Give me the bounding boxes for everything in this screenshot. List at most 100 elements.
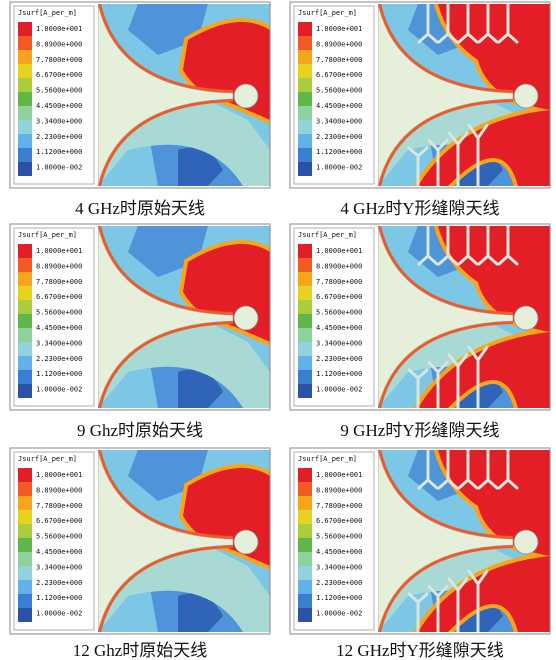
legend-label: 6.6700e+000 <box>36 71 82 79</box>
legend-label: 5.5600e+000 <box>316 533 362 541</box>
legend-label: 5.5600e+000 <box>316 309 362 317</box>
legend-swatch <box>298 552 312 566</box>
legend-title: Jsurf[A_per_m] <box>298 455 357 463</box>
field-plot <box>378 450 550 632</box>
legend-label: 8.8900e+000 <box>36 486 82 494</box>
y-slot <box>467 123 489 186</box>
legend-swatch <box>18 580 32 594</box>
legend-swatch <box>18 50 32 64</box>
legend-label: 8.8900e+000 <box>316 262 362 270</box>
antenna-cavity <box>233 83 259 109</box>
legend-swatch <box>18 342 32 356</box>
legend-swatch <box>18 148 32 162</box>
field-plot <box>98 4 270 186</box>
field-blob <box>178 593 223 632</box>
legend-title: Jsurf[A_per_m] <box>18 455 77 463</box>
caption: 9 GHz时Y形缝隙天线 <box>340 421 499 440</box>
legend-swatch <box>298 148 312 162</box>
legend-label: 2.2300e+000 <box>316 579 362 587</box>
panel: Jsurf[A_per_m] 1.0000e+001 8.8900e+000 7.78… <box>9 1 271 189</box>
antenna-gap <box>378 450 514 632</box>
legend-swatch <box>18 22 32 36</box>
field-plot <box>98 226 270 408</box>
legend-swatch <box>18 244 32 258</box>
legend-swatch <box>298 36 312 50</box>
field-red <box>418 226 550 408</box>
y-slot <box>477 450 499 490</box>
y-slot <box>457 226 479 266</box>
panel: Jsurf[A_per_m] 1.0000e+001 8.8900e+000 7.78… <box>289 447 551 635</box>
legend-label: 7.7800e+000 <box>316 502 362 510</box>
legend-swatch <box>18 510 32 524</box>
y-slot <box>497 4 519 44</box>
legend-label: 4.4500e+000 <box>36 102 82 110</box>
legend-label: 1.1200e+000 <box>36 370 82 378</box>
legend-swatch <box>18 468 32 482</box>
legend-swatch <box>298 22 312 36</box>
legend-swatch <box>18 162 32 176</box>
legend-swatch <box>298 258 312 272</box>
legend-swatch <box>298 538 312 552</box>
caption: 4 GHz时Y形缝隙天线 <box>340 199 499 218</box>
caption: 9 Ghz时原始天线 <box>77 421 203 440</box>
panel: Jsurf[A_per_m] 1.0000e+001 8.8900e+000 7.78… <box>289 1 551 189</box>
legend-label: 1.1200e+000 <box>316 148 362 156</box>
legend-label: 1.0000e-002 <box>36 610 82 618</box>
legend-label: 6.6700e+000 <box>316 293 362 301</box>
legend-swatch <box>298 482 312 496</box>
legend-label: 7.7800e+000 <box>36 56 82 64</box>
legend-swatch <box>18 384 32 398</box>
legend-label: 1.1200e+000 <box>36 148 82 156</box>
y-slot <box>497 226 519 266</box>
legend-swatch <box>298 468 312 482</box>
legend-label: 2.2300e+000 <box>316 133 362 141</box>
legend-label: 6.6700e+000 <box>36 517 82 525</box>
legend-title: Jsurf[A_per_m] <box>298 9 357 17</box>
legend-swatch <box>18 258 32 272</box>
legend-swatch <box>18 608 32 622</box>
y-slot <box>437 226 459 266</box>
panel: Jsurf[A_per_m] 1.0000e+001 8.8900e+000 7.78… <box>9 223 271 411</box>
legend-swatch <box>298 580 312 594</box>
plot-frame <box>289 447 551 635</box>
y-slot <box>457 450 479 490</box>
y-slot <box>447 577 469 632</box>
legend-label: 1.1200e+000 <box>316 594 362 602</box>
y-slot <box>417 226 439 266</box>
legend-swatch <box>298 300 312 314</box>
legend-label: 4.4500e+000 <box>36 548 82 556</box>
legend-label: 3.3400e+000 <box>316 563 362 571</box>
legend-title: Jsurf[A_per_m] <box>298 231 357 239</box>
legend-label: 7.7800e+000 <box>316 56 362 64</box>
field-red <box>418 450 550 632</box>
legend-swatch <box>298 510 312 524</box>
caption: 4 GHz时原始天线 <box>75 199 205 218</box>
legend-swatch <box>18 328 32 342</box>
legend-swatch <box>298 64 312 78</box>
legend-swatch <box>298 370 312 384</box>
legend-swatch <box>298 356 312 370</box>
plot-frame <box>9 1 271 189</box>
antenna-cavity <box>233 529 259 555</box>
legend-label: 3.3400e+000 <box>36 563 82 571</box>
legend-swatch <box>18 134 32 148</box>
legend-swatch <box>298 342 312 356</box>
legend-swatch <box>18 78 32 92</box>
legend-label: 4.4500e+000 <box>316 102 362 110</box>
legend-swatch <box>18 92 32 106</box>
legend-swatch <box>298 162 312 176</box>
legend-label: 1.0000e-002 <box>316 164 362 172</box>
legend-swatch <box>18 482 32 496</box>
y-slot <box>497 450 519 490</box>
legend-swatch <box>18 36 32 50</box>
legend-swatch <box>298 566 312 580</box>
legend-label: 2.2300e+000 <box>36 579 82 587</box>
legend-swatch <box>18 538 32 552</box>
legend-swatch <box>298 608 312 622</box>
antenna-gap <box>98 4 234 186</box>
legend-label: 4.4500e+000 <box>316 324 362 332</box>
plot-frame <box>9 223 271 411</box>
legend-label: 6.6700e+000 <box>316 71 362 79</box>
y-slot <box>437 450 459 490</box>
